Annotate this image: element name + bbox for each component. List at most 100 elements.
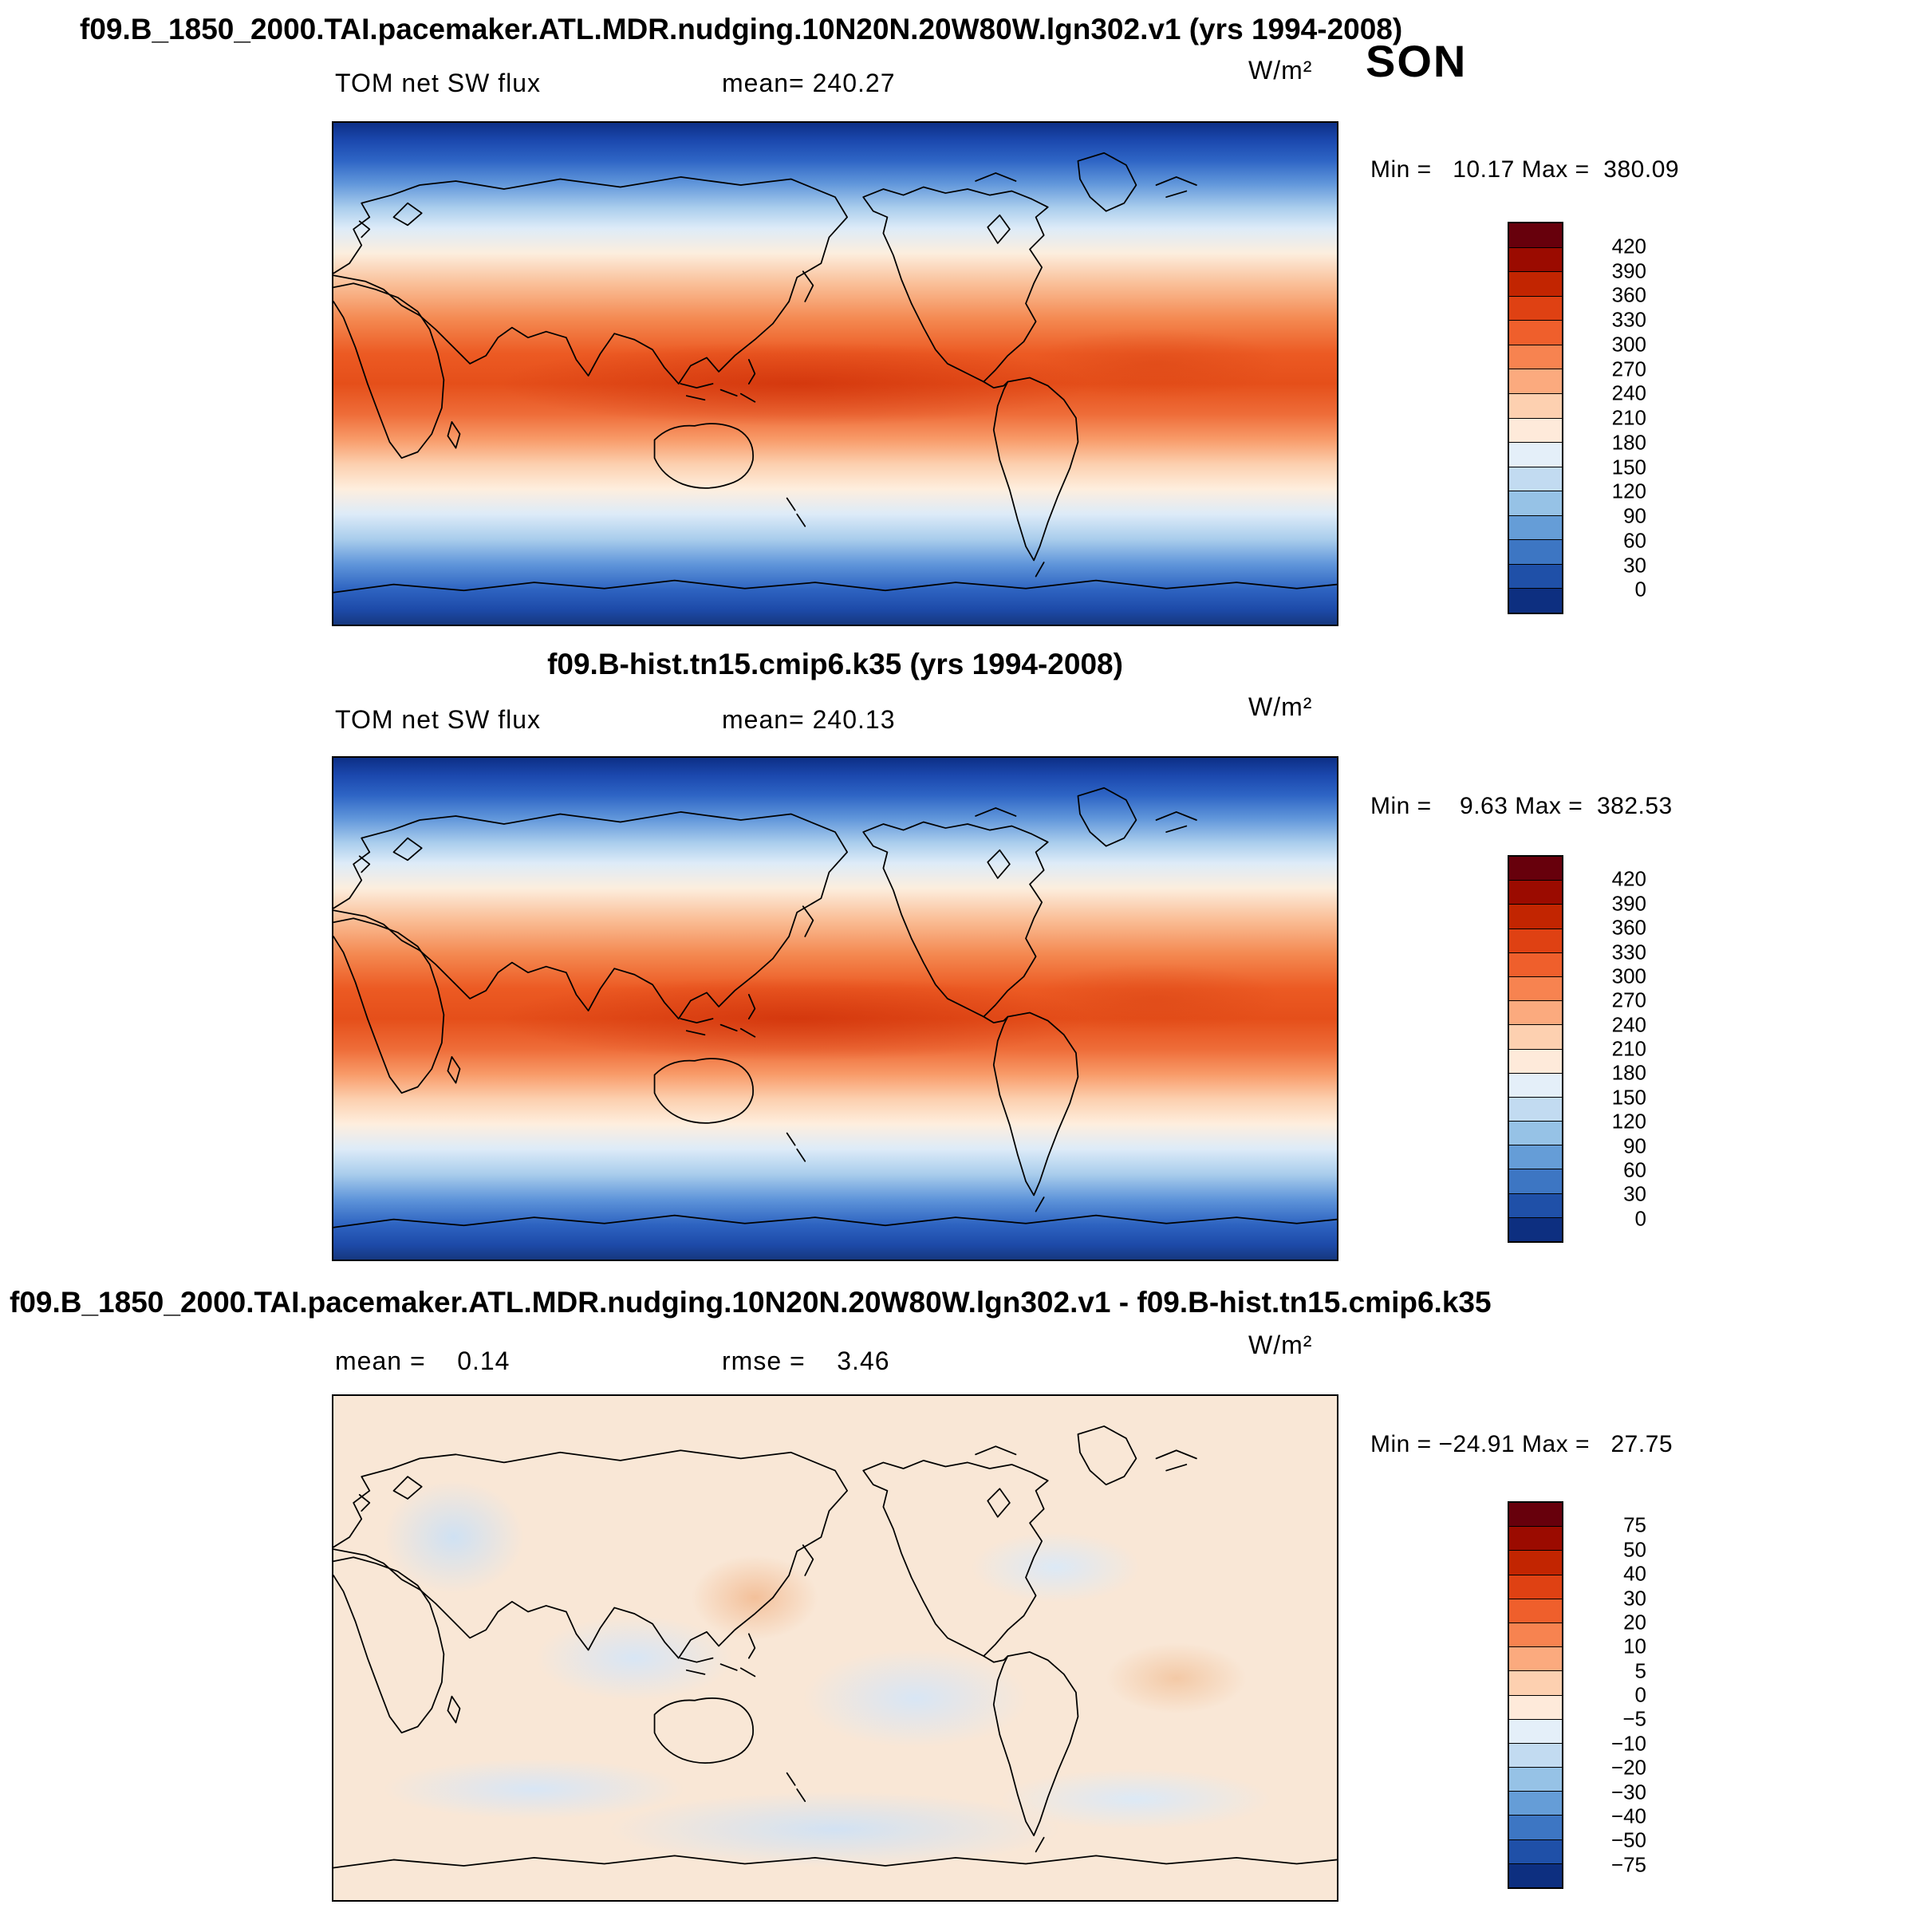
coastline-overlay	[333, 787, 1337, 1228]
colorbar-case2: 420 390 360 330 300 270 240 210 180 150 120 90 60 30 0	[1508, 855, 1646, 1243]
colorbar-bar	[1508, 1501, 1563, 1889]
colorbar-segment	[1509, 952, 1562, 976]
colorbar-segment	[1509, 1574, 1562, 1599]
colorbar-tick-label: 120	[1611, 479, 1646, 503]
colorbar-segment	[1509, 1718, 1562, 1743]
colorbar-tick-label: 0	[1634, 577, 1646, 601]
colorbar-segment	[1509, 1121, 1562, 1145]
colorbar-segment	[1509, 515, 1562, 540]
colorbar-tick-label: 270	[1611, 357, 1646, 380]
colorbar-segment	[1509, 976, 1562, 1001]
colorbar-segment	[1509, 1791, 1562, 1816]
colorbar-segment	[1509, 491, 1562, 515]
map-case2	[332, 756, 1338, 1261]
colorbar-segment	[1509, 1526, 1562, 1551]
colorbar-segment	[1509, 1096, 1562, 1122]
colorbar-bar	[1508, 222, 1563, 614]
colorbar-segment	[1509, 1863, 1562, 1887]
mean-value: mean= 240.27	[722, 69, 896, 97]
coastline-overlay	[333, 152, 1337, 593]
colorbar-segment	[1509, 295, 1562, 321]
variable-label: TOM net SW flux	[335, 705, 542, 734]
colorbar-tick-label: 240	[1611, 380, 1646, 405]
colorbar-segment	[1509, 1670, 1562, 1695]
mean-value: mean = 0.14	[335, 1346, 511, 1375]
colorbar-segment	[1509, 1145, 1562, 1169]
colorbar-segment	[1509, 1550, 1562, 1575]
colorbar-tick-label: 30	[1623, 1181, 1646, 1206]
figure-title: f09.B_1850_2000.TAI.pacemaker.ATL.MDR.nu…	[80, 13, 1403, 45]
colorbar-tick-label: 0	[1634, 1206, 1646, 1231]
units-label: W/m²	[1248, 692, 1313, 721]
colorbar-tick-label: 420	[1611, 866, 1646, 891]
colorbar-segment	[1509, 1767, 1562, 1792]
colorbar-labels: 420 390 360 330 300 270 240 210 180 150 120 90 60 30 0	[1573, 855, 1646, 1243]
colorbar-segment	[1509, 417, 1562, 443]
colorbar-tick-label: 180	[1611, 430, 1646, 455]
colorbar-tick-label: 50	[1623, 1537, 1646, 1562]
colorbar-segment	[1509, 466, 1562, 491]
colorbar-tick-label: 360	[1611, 282, 1646, 307]
colorbar-segment	[1509, 1622, 1562, 1647]
colorbar-tick-label: −5	[1622, 1706, 1646, 1731]
colorbar-segment	[1509, 1503, 1562, 1527]
panel2-title: f09.B-hist.tn15.cmip6.k35 (yrs 1994-2008…	[547, 648, 1123, 680]
colorbar-tick-label: 390	[1611, 891, 1646, 916]
colorbar-tick-label: 180	[1611, 1060, 1646, 1085]
colorbar-tick-label: 30	[1623, 1586, 1646, 1610]
colorbar-tick-label: 30	[1623, 553, 1646, 577]
minmax-label: Min = 9.63 Max = 382.53	[1370, 793, 1673, 819]
colorbar-segment	[1509, 1216, 1562, 1241]
colorbar-segment	[1509, 563, 1562, 589]
colorbar-tick-label: 360	[1611, 915, 1646, 940]
minmax-label: Min = −24.91 Max = 27.75	[1370, 1431, 1673, 1457]
colorbar-tick-label: 75	[1623, 1512, 1646, 1537]
colorbar-tick-label: 0	[1634, 1682, 1646, 1707]
colorbar-tick-label: −20	[1610, 1755, 1646, 1780]
colorbar-tick-label: 240	[1611, 1012, 1646, 1037]
coastline-overlay	[333, 1425, 1337, 1869]
colorbar-segment	[1509, 1694, 1562, 1719]
colorbar-segment	[1509, 880, 1562, 905]
mean-value: mean= 240.13	[722, 705, 896, 734]
colorbar-segment	[1509, 1815, 1562, 1839]
colorbar-tick-label: 270	[1611, 988, 1646, 1012]
rmse-value: rmse = 3.46	[722, 1346, 890, 1375]
panel3-title: f09.B_1850_2000.TAI.pacemaker.ATL.MDR.nu…	[10, 1286, 1492, 1319]
minmax-label: Min = 10.17 Max = 380.09	[1370, 156, 1680, 183]
colorbar-segment	[1509, 223, 1562, 247]
colorbar-segment	[1509, 392, 1562, 418]
colorbar-tick-label: 330	[1611, 940, 1646, 964]
colorbar-segment	[1509, 928, 1562, 952]
colorbar-tick-label: 90	[1623, 503, 1646, 528]
colorbar-segment	[1509, 442, 1562, 467]
colorbar-tick-label: 60	[1623, 528, 1646, 553]
colorbar-tick-label: 90	[1623, 1134, 1646, 1157]
map-case1	[332, 121, 1338, 626]
colorbar-tick-label: 300	[1611, 964, 1646, 988]
colorbar-tick-label: −30	[1610, 1780, 1646, 1804]
colorbar-tick-label: −10	[1610, 1731, 1646, 1756]
colorbar-tick-label: 420	[1611, 234, 1646, 258]
colorbar-case1: 420 390 360 330 300 270 240 210 180 150 120 90 60 30 0	[1508, 222, 1646, 614]
colorbar-tick-label: 390	[1611, 258, 1646, 282]
colorbar-segment	[1509, 1646, 1562, 1671]
colorbar-segment	[1509, 1169, 1562, 1193]
colorbar-tick-label: −40	[1610, 1804, 1646, 1828]
colorbar-segment	[1509, 1000, 1562, 1025]
colorbar-segment	[1509, 1193, 1562, 1217]
colorbar-segment	[1509, 1024, 1562, 1049]
colorbar-tick-label: 150	[1611, 455, 1646, 479]
colorbar-segment	[1509, 1839, 1562, 1863]
variable-label: TOM net SW flux	[335, 69, 542, 97]
colorbar-segment	[1509, 1072, 1562, 1097]
colorbar-segment	[1509, 539, 1562, 564]
colorbar-segment	[1509, 857, 1562, 881]
colorbar-tick-label: 210	[1611, 405, 1646, 430]
colorbar-tick-label: −50	[1610, 1828, 1646, 1852]
colorbar-tick-label: 210	[1611, 1036, 1646, 1061]
colorbar-segment	[1509, 344, 1562, 369]
colorbar-segment	[1509, 904, 1562, 929]
colorbar-tick-label: 20	[1623, 1610, 1646, 1634]
